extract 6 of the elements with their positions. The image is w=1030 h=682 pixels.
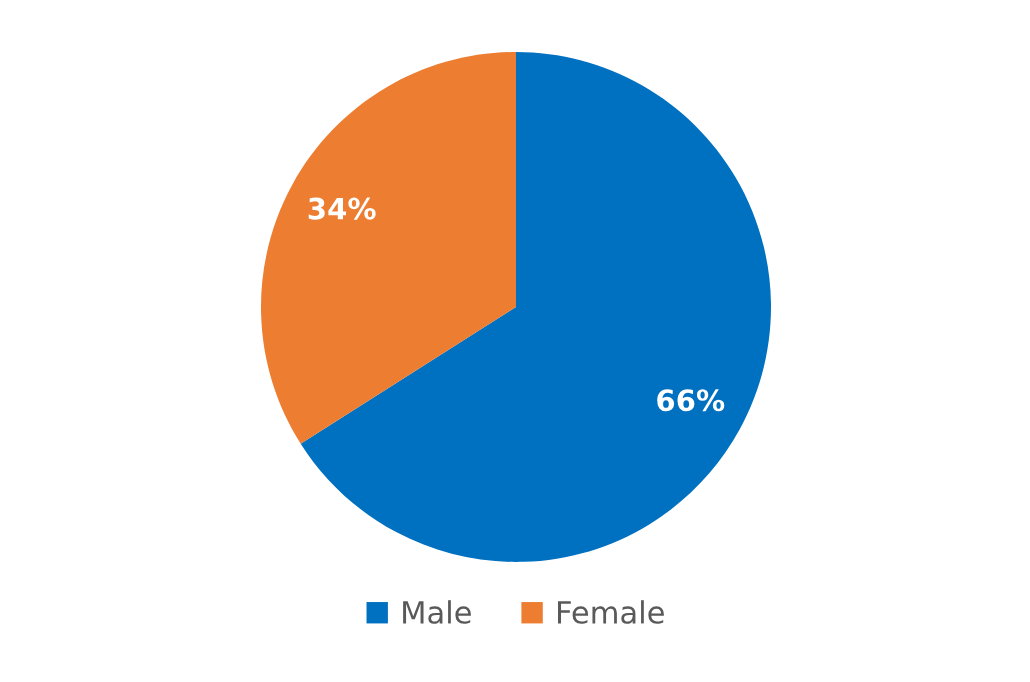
pie-slice bbox=[261, 52, 516, 444]
data-label: 34% bbox=[308, 197, 376, 220]
data-label: 66% bbox=[657, 389, 725, 412]
pie-slice bbox=[300, 52, 771, 562]
legend-label: Male bbox=[403, 600, 471, 624]
legend-label: Female bbox=[558, 600, 664, 624]
